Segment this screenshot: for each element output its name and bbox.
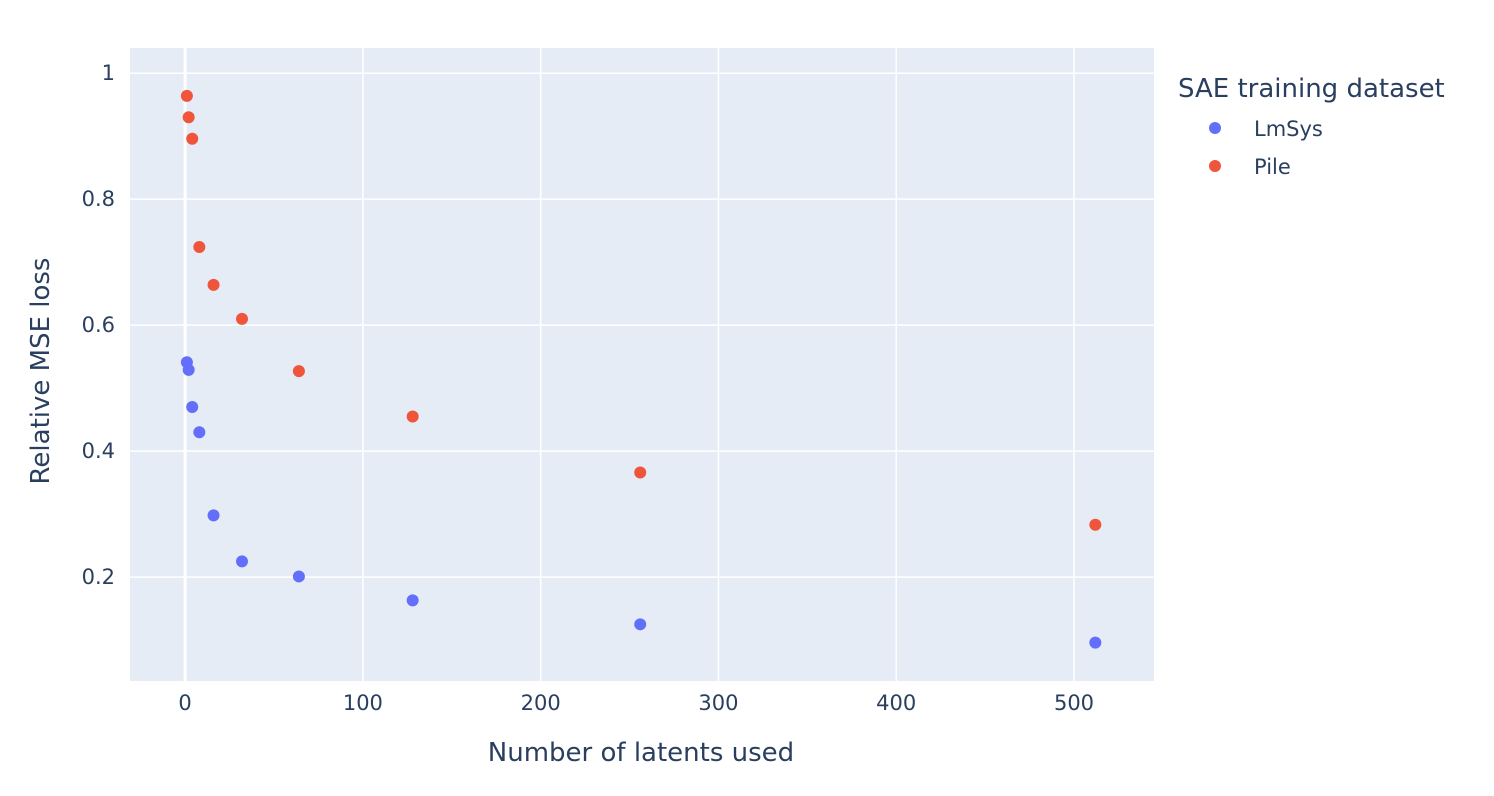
y-axis-title: Relative MSE loss <box>26 258 56 485</box>
legend: SAE training dataset LmSys Pile <box>1178 74 1445 179</box>
x-tick-label: 100 <box>343 691 383 715</box>
x-tick-label: 0 <box>178 691 191 715</box>
legend-item-lmsys[interactable]: LmSys <box>1209 117 1323 141</box>
x-axis-title: Number of latents used <box>488 738 794 768</box>
legend-marker-pile <box>1209 160 1221 172</box>
x-tick-labels: 0 100 200 300 400 500 <box>178 691 1094 715</box>
point-pile[interactable] <box>292 365 305 378</box>
x-tick-label: 400 <box>876 691 916 715</box>
point-lmsys[interactable] <box>182 363 195 376</box>
legend-title: SAE training dataset <box>1178 74 1445 104</box>
point-lmsys[interactable] <box>236 555 248 568</box>
point-pile[interactable] <box>186 132 199 145</box>
legend-marker-lmsys <box>1209 122 1221 134</box>
point-lmsys[interactable] <box>193 426 206 439</box>
y-tick-label: 0.8 <box>82 187 115 211</box>
point-lmsys[interactable] <box>292 570 305 583</box>
x-tick-label: 200 <box>521 691 561 715</box>
y-tick-label: 0.6 <box>82 313 115 337</box>
point-lmsys[interactable] <box>406 594 419 607</box>
y-tick-labels: 0.2 0.4 0.6 0.8 1 <box>82 61 115 589</box>
point-pile[interactable] <box>180 89 193 102</box>
point-pile[interactable] <box>193 241 206 254</box>
x-tick-label: 300 <box>698 691 738 715</box>
legend-label-pile: Pile <box>1254 155 1291 179</box>
point-pile[interactable] <box>1089 518 1102 531</box>
point-lmsys[interactable] <box>207 509 220 522</box>
y-tick-label: 1 <box>102 61 115 85</box>
point-lmsys[interactable] <box>634 618 647 631</box>
point-pile[interactable] <box>236 312 248 325</box>
y-tick-label: 0.2 <box>82 565 115 589</box>
legend-label-lmsys: LmSys <box>1254 117 1323 141</box>
point-pile[interactable] <box>634 466 647 479</box>
point-pile[interactable] <box>207 278 220 291</box>
data-points <box>180 89 1102 649</box>
y-tick-label: 0.4 <box>82 439 115 463</box>
plot-area <box>130 48 1154 681</box>
point-lmsys[interactable] <box>186 401 199 414</box>
point-pile[interactable] <box>406 410 419 423</box>
legend-item-pile[interactable]: Pile <box>1209 155 1291 179</box>
point-pile[interactable] <box>182 111 195 124</box>
x-tick-label: 500 <box>1054 691 1094 715</box>
point-lmsys[interactable] <box>1089 636 1102 649</box>
